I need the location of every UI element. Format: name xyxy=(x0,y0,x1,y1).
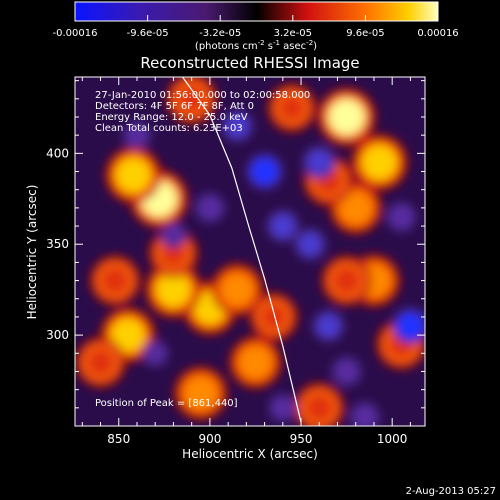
cold-spot xyxy=(390,206,413,228)
colorbar-gradient xyxy=(74,1,439,22)
hot-spot xyxy=(260,303,287,330)
colorbar-units: (photons cm-2 s-1 asec-2) xyxy=(195,39,317,52)
x-tick-label: 900 xyxy=(198,432,221,446)
colorbar-tick-label: 0.00016 xyxy=(417,28,458,39)
cold-spot xyxy=(225,114,249,138)
cold-spot xyxy=(306,150,332,175)
x-axis-label: Heliocentric X (arcsec) xyxy=(182,447,318,461)
chart-title: Reconstructed RHESSI Image xyxy=(140,54,359,72)
hot-spot xyxy=(156,272,191,307)
hot-spot xyxy=(328,98,365,135)
cold-spot xyxy=(298,232,322,256)
x-tick-label: 950 xyxy=(290,432,313,446)
cold-spot xyxy=(316,314,340,338)
annotation-peak: Position of Peak = [861,440] xyxy=(95,398,238,409)
hot-spot xyxy=(240,347,271,378)
colorbar-tick-label: 3.2e-05 xyxy=(274,28,312,39)
cold-spot xyxy=(354,406,376,426)
hot-spot xyxy=(362,145,397,180)
y-tick-label: 300 xyxy=(46,328,69,342)
colorbar-ticks: -0.00016 -9.6e-05 -3.2e-05 3.2e-05 9.6e-05 0.… xyxy=(53,15,459,39)
footer-date: 2-Aug-2013 05:27 xyxy=(406,486,496,497)
x-tick-label: 850 xyxy=(107,432,130,446)
hot-spot xyxy=(222,274,253,305)
annotations: 27-Jan-2010 01:56:00.000 to 02:00:58.000… xyxy=(95,90,310,409)
hot-spot xyxy=(305,393,334,422)
hot-spot xyxy=(101,266,130,295)
cold-spot xyxy=(396,312,425,341)
colorbar-tick-label: -0.00016 xyxy=(53,28,98,39)
colorbar: -0.00016 -9.6e-05 -3.2e-05 3.2e-05 9.6e-05 0.… xyxy=(53,1,459,52)
y-axis-ticks: 300 350 400 xyxy=(46,80,425,409)
hot-spot xyxy=(278,94,305,121)
hot-spot xyxy=(86,348,115,377)
y-tick-label: 350 xyxy=(46,237,69,251)
cold-spot xyxy=(126,125,147,146)
x-axis-ticks: 850 900 950 1000 xyxy=(81,77,411,446)
x-tick-label: 1000 xyxy=(377,432,408,446)
hot-spot xyxy=(159,239,187,267)
annotation-energy: Energy Range: 12.0 - 25.0 keV xyxy=(95,112,248,123)
cold-spot xyxy=(164,225,183,245)
solar-limb-line xyxy=(182,77,302,423)
y-axis-label: Heliocentric Y (arcsec) xyxy=(25,185,39,320)
colorbar-tick-label: -9.6e-05 xyxy=(127,28,169,39)
annotation-time: 27-Jan-2010 01:56:00.000 to 02:00:58.000 xyxy=(95,90,310,101)
hot-spot xyxy=(340,192,371,223)
y-tick-label: 400 xyxy=(46,146,69,160)
hot-spot xyxy=(332,266,361,295)
cold-spot xyxy=(199,197,221,219)
cold-spot xyxy=(335,360,358,383)
colorbar-tick-label: 9.6e-05 xyxy=(346,28,384,39)
annotation-clean: Clean Total counts: 6.23E+03 xyxy=(95,123,243,134)
cold-spot xyxy=(270,214,295,239)
hot-spot xyxy=(116,158,151,193)
hot-spot xyxy=(177,84,206,113)
cold-spot xyxy=(272,397,293,418)
cold-spot xyxy=(146,344,165,363)
annotation-detectors: Detectors: 4F 5F 6F 7F 8F, Att 0 xyxy=(95,101,254,112)
cold-spot xyxy=(250,157,279,186)
plot-frame xyxy=(74,76,426,427)
hot-spot xyxy=(185,377,217,409)
plot-area: 850 900 950 1000 300 350 400 xyxy=(46,76,426,446)
heatmap xyxy=(75,77,425,426)
colorbar-tick-label: -3.2e-05 xyxy=(199,28,241,39)
hot-spot xyxy=(111,318,145,352)
